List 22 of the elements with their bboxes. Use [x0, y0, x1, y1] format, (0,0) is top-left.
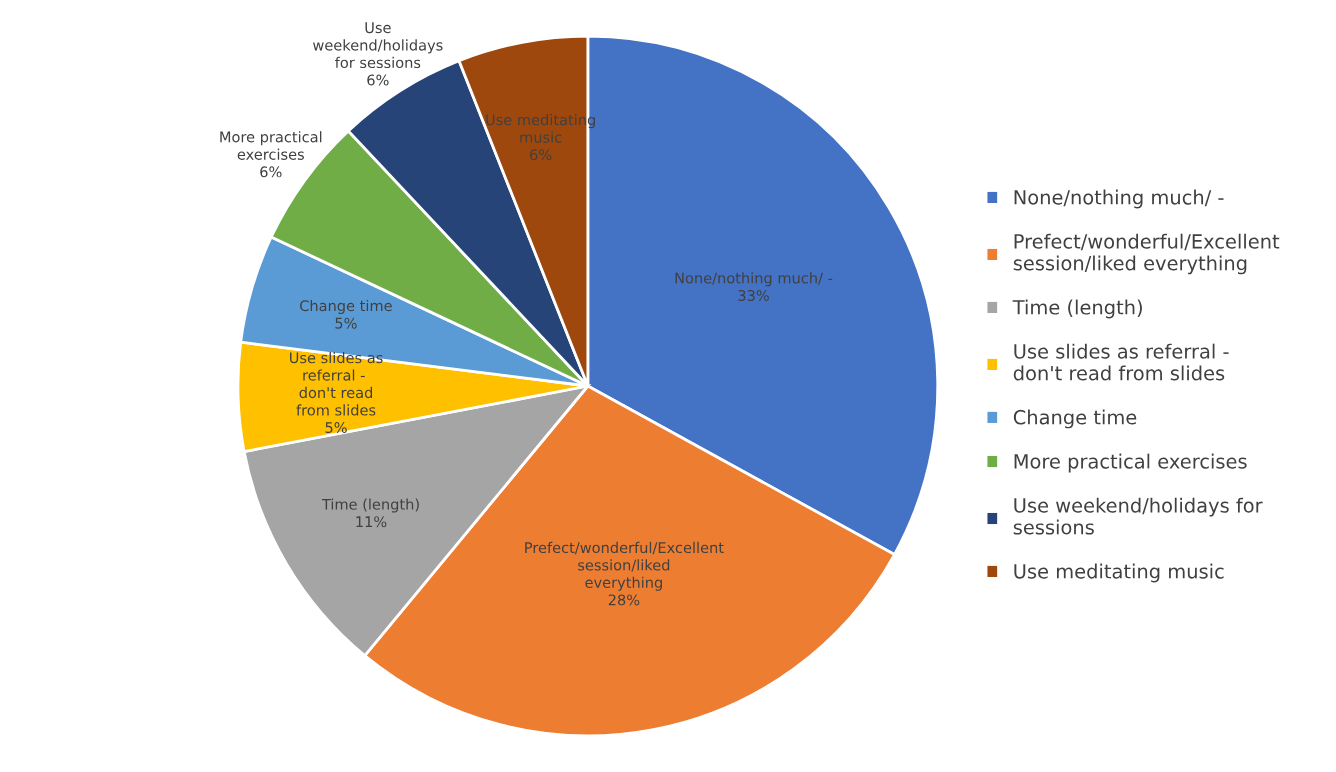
legend-label: Use slides as referral - don't read from slides: [1013, 343, 1229, 381]
legend-label: Time (length): [1012, 299, 1142, 319]
slice-label: More practical exercises: [220, 131, 322, 160]
data-label: 6%: [260, 166, 282, 178]
legend-label: More practical exercises: [1014, 453, 1247, 473]
data-label: 5%: [325, 421, 347, 434]
data-label: 11%: [356, 516, 387, 528]
slice-label: Prefect/wonderful/Excellent session/liked everything: [525, 541, 724, 591]
legend-label: Change time: [1013, 409, 1137, 429]
slice-label: Use weekend/holidays for sessions: [313, 22, 443, 69]
slice-label: Time (length): [321, 498, 419, 513]
data-label: 33%: [738, 289, 769, 301]
data-label: 28%: [608, 594, 640, 606]
legend-label: Use meditating music: [1014, 563, 1224, 583]
slice-label: Change time: [300, 299, 392, 315]
legend-label: Use weekend/holidays for sessions: [1013, 497, 1263, 535]
data-label: 6%: [530, 149, 552, 161]
data-label: 5%: [335, 317, 357, 329]
data-label: 6%: [367, 74, 389, 86]
legend-label: Prefect/wonderful/Excellent session/liked everything: [1013, 233, 1280, 275]
slice-label: None/nothing much/ -: [675, 272, 833, 287]
legend-label: None/nothing much/ -: [1014, 189, 1224, 209]
